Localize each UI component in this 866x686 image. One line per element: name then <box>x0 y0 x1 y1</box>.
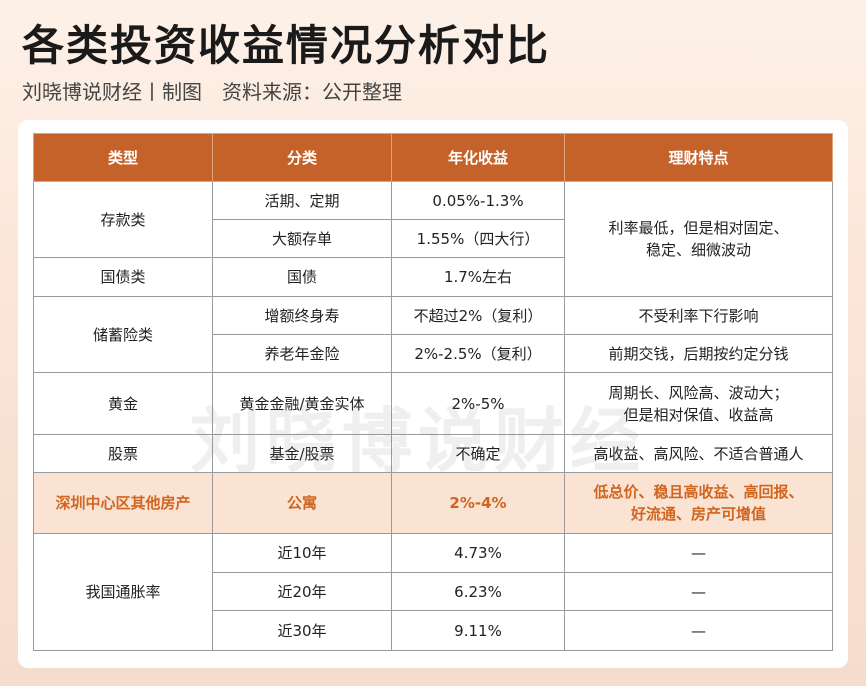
cell: 深圳中心区其他房产 <box>33 472 213 534</box>
line: 利率最低，但是相对固定、 <box>608 219 789 237</box>
cell: 不超过2%（复利） <box>391 296 565 335</box>
line: 但是相对保值、收益高 <box>623 405 774 424</box>
cell: 2%-4% <box>391 472 565 534</box>
cell: 高收益、高风险、不适合普通人 <box>564 434 833 473</box>
table: 类型 分类 年化收益 理财特点 存款类 活期、定期 0.05%-1.3% 利率最… <box>33 133 833 651</box>
cell: 大额存单 <box>212 219 392 258</box>
cell: 储蓄险类 <box>33 296 213 373</box>
cell: 公寓 <box>212 472 392 534</box>
cell: 养老年金险 <box>212 334 392 373</box>
cell: 不受利率下行影响 <box>564 296 833 335</box>
header-row: 类型 分类 年化收益 理财特点 <box>33 133 833 182</box>
cell: 基金/股票 <box>212 434 392 473</box>
cell: 周期长、风险高、波动大； 但是相对保值、收益高 <box>564 372 833 435</box>
cell: 0.05%-1.3% <box>391 181 565 220</box>
cell: 黄金金融/黄金实体 <box>212 372 392 435</box>
cell: 国债 <box>212 257 392 297</box>
cell: 1.7%左右 <box>391 257 565 297</box>
cell: 增额终身寿 <box>212 296 392 335</box>
cell: 利率最低，但是相对固定、 稳定、细微波动 <box>564 181 833 297</box>
cell: — <box>564 610 833 651</box>
subtitle: 刘晓博说财经丨制图 资料来源：公开整理 <box>22 80 402 104</box>
cell: — <box>564 533 833 573</box>
cell: — <box>564 572 833 611</box>
cell: 近20年 <box>212 572 392 611</box>
header-cell: 年化收益 <box>391 133 565 182</box>
cell: 国债类 <box>33 257 213 297</box>
cell: 我国通胀率 <box>33 533 213 651</box>
cell: 前期交钱，后期按约定分钱 <box>564 334 833 373</box>
cell: 近30年 <box>212 610 392 651</box>
cell: 股票 <box>33 434 213 473</box>
cell: 1.55%（四大行） <box>391 219 565 258</box>
line: 低总价、稳且高收益、高回报、 <box>593 483 804 501</box>
cell: 不确定 <box>391 434 565 473</box>
line: 好流通、房产可增值 <box>630 505 766 523</box>
cell: 低总价、稳且高收益、高回报、 好流通、房产可增值 <box>564 472 833 534</box>
cell: 2%-2.5%（复利） <box>391 334 565 373</box>
line: 稳定、细微波动 <box>645 241 751 259</box>
cell: 活期、定期 <box>212 181 392 220</box>
header-cell: 理财特点 <box>564 133 833 182</box>
cell: 黄金 <box>33 372 213 435</box>
cell: 近10年 <box>212 533 392 573</box>
cell: 2%-5% <box>391 372 565 435</box>
cell: 4.73% <box>391 533 565 573</box>
cell: 存款类 <box>33 181 213 258</box>
header-cell: 分类 <box>212 133 392 182</box>
header-cell: 类型 <box>33 133 213 182</box>
cell: 9.11% <box>391 610 565 651</box>
cell: 6.23% <box>391 572 565 611</box>
line: 周期长、风险高、波动大； <box>608 383 789 402</box>
title: 各类投资收益情况分析对比 <box>22 21 551 70</box>
